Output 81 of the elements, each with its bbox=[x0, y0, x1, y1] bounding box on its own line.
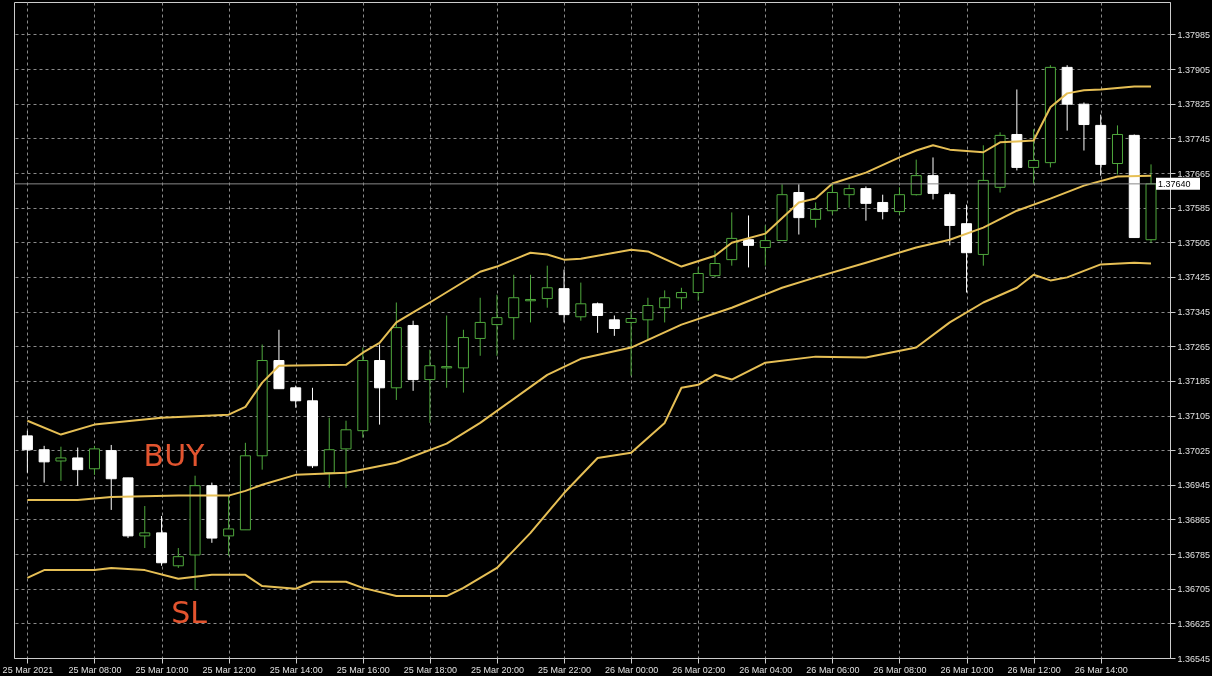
x-tick-label: 26 Mar 04:00 bbox=[739, 664, 793, 675]
candlestick bbox=[172, 547, 184, 569]
x-tick-label: 25 Mar 12:00 bbox=[202, 664, 256, 675]
candlestick bbox=[340, 420, 352, 489]
candlestick bbox=[675, 287, 687, 310]
candlestick bbox=[541, 265, 553, 309]
x-tick-label: 26 Mar 06:00 bbox=[806, 664, 860, 675]
candlestick bbox=[474, 297, 486, 357]
ref-line-label: 1.37640 bbox=[1158, 178, 1191, 189]
y-tick-label: 1.36625 bbox=[1177, 618, 1211, 629]
candlestick bbox=[424, 349, 436, 424]
y-tick-label: 1.37905 bbox=[1177, 64, 1211, 75]
x-tick-label: 25 Mar 08:00 bbox=[68, 664, 122, 675]
candlestick bbox=[223, 495, 235, 557]
candlestick bbox=[290, 385, 302, 409]
candlestick bbox=[323, 417, 335, 489]
candlestick bbox=[877, 194, 889, 220]
x-tick-label: 26 Mar 02:00 bbox=[672, 664, 726, 675]
candlestick bbox=[1078, 101, 1090, 152]
y-tick-label: 1.37665 bbox=[1177, 168, 1211, 179]
line-series bbox=[26, 174, 1153, 501]
line-series bbox=[26, 261, 1153, 598]
y-tick-label: 1.37105 bbox=[1177, 411, 1211, 422]
candlestick bbox=[139, 505, 151, 549]
y-tick-label: 1.37505 bbox=[1177, 237, 1211, 248]
candlestick bbox=[860, 185, 872, 222]
candlestick bbox=[608, 314, 620, 337]
candlestick bbox=[38, 445, 50, 484]
x-tick-label: 26 Mar 08:00 bbox=[873, 664, 927, 675]
x-tick-label: 26 Mar 14:00 bbox=[1074, 664, 1128, 675]
candlestick bbox=[575, 282, 587, 322]
annotation: SL bbox=[171, 595, 208, 630]
candlestick bbox=[592, 302, 604, 334]
candlestick bbox=[692, 266, 704, 302]
x-tick-label: 25 Mar 22:00 bbox=[538, 664, 592, 675]
x-tick-label: 26 Mar 12:00 bbox=[1007, 664, 1061, 675]
candlestick bbox=[910, 159, 922, 197]
y-tick-label: 1.37585 bbox=[1177, 203, 1211, 214]
x-tick-label: 25 Mar 20:00 bbox=[470, 664, 524, 675]
candlestick bbox=[625, 310, 637, 377]
x-tick-label: 25 Mar 10:00 bbox=[135, 664, 189, 675]
candlestick bbox=[508, 274, 520, 341]
candlestick bbox=[893, 186, 905, 216]
candlestick bbox=[826, 183, 838, 216]
y-tick-label: 1.37425 bbox=[1177, 272, 1211, 283]
candlestick bbox=[810, 201, 822, 229]
candlestick bbox=[88, 445, 100, 476]
x-tick-label: 26 Mar 10:00 bbox=[940, 664, 994, 675]
candlestick bbox=[843, 183, 855, 209]
candlestick bbox=[441, 314, 453, 389]
candlestick bbox=[21, 430, 33, 474]
candlestick bbox=[743, 214, 755, 268]
x-tick-label: 25 Mar 18:00 bbox=[403, 664, 457, 675]
x-tick-label: 25 Mar 14:00 bbox=[269, 664, 323, 675]
candlestick bbox=[55, 446, 67, 482]
candlestick bbox=[642, 297, 654, 341]
candlestick bbox=[927, 156, 939, 200]
candlestick bbox=[1028, 128, 1040, 185]
y-tick-label: 1.37345 bbox=[1177, 307, 1211, 318]
candlestick bbox=[759, 224, 771, 267]
y-tick-label: 1.37745 bbox=[1177, 133, 1211, 144]
y-tick-label: 1.37985 bbox=[1177, 29, 1211, 40]
candlestick bbox=[525, 274, 537, 323]
y-tick-label: 1.36865 bbox=[1177, 514, 1211, 525]
x-tick-label: 25 Mar 16:00 bbox=[336, 664, 390, 675]
candlestick bbox=[709, 250, 721, 278]
y-tick-label: 1.36945 bbox=[1177, 480, 1211, 491]
y-tick-label: 1.37025 bbox=[1177, 445, 1211, 456]
y-tick-label: 1.36785 bbox=[1177, 549, 1211, 560]
y-tick-label: 1.37265 bbox=[1177, 341, 1211, 352]
y-tick-label: 1.36705 bbox=[1177, 584, 1211, 595]
x-tick-label: 25 Mar 2021 bbox=[2, 664, 54, 675]
annotation: BUY bbox=[143, 438, 206, 473]
x-tick-label: 26 Mar 00:00 bbox=[605, 664, 659, 675]
line-series bbox=[26, 85, 1153, 436]
y-tick-label: 1.37825 bbox=[1177, 99, 1211, 110]
y-tick-label: 1.37185 bbox=[1177, 376, 1211, 387]
y-tick-label: 1.36545 bbox=[1177, 653, 1211, 664]
candlestick bbox=[491, 294, 503, 357]
candlestick bbox=[659, 289, 671, 323]
candlestick bbox=[72, 447, 84, 487]
